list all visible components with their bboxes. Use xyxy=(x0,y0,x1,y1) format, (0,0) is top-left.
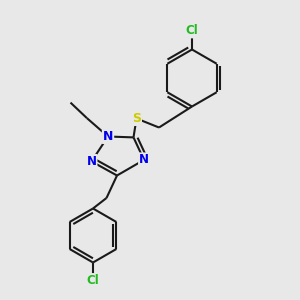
Text: N: N xyxy=(139,153,149,167)
Text: Cl: Cl xyxy=(186,24,198,38)
Text: N: N xyxy=(86,155,97,168)
Text: Cl: Cl xyxy=(87,274,99,287)
Text: S: S xyxy=(132,112,141,125)
Text: N: N xyxy=(103,130,113,143)
